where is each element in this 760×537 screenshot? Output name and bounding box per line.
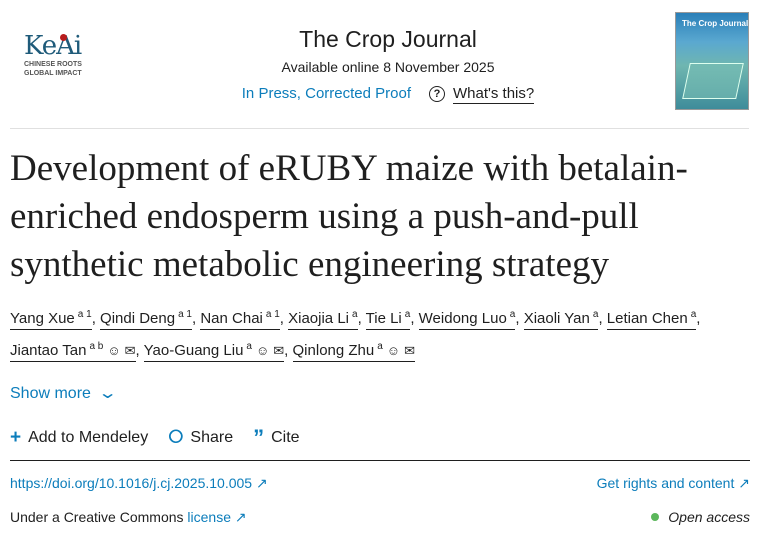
author-affiliation: a b	[89, 341, 104, 352]
author-name: Yao-Guang Liu	[143, 342, 244, 359]
keai-logo[interactable]: KeAi CHINESE ROOTS GLOBAL IMPACT	[24, 32, 94, 78]
question-icon: ?	[429, 86, 445, 103]
rights-link[interactable]: Get rights and content ↗	[597, 474, 750, 492]
author-link[interactable]: Letian Chen a	[606, 309, 697, 330]
doi-row: https://doi.org/10.1016/j.cj.2025.10.005…	[10, 474, 750, 492]
email-icon: ✉	[404, 343, 415, 358]
rights-text: Get rights and content	[596, 475, 735, 491]
separator: ,	[696, 310, 701, 327]
journal-header: The Crop Journal Available online 8 Nove…	[200, 24, 576, 104]
journal-cover-image[interactable]: The Crop Journal	[675, 12, 749, 110]
mendeley-label: Add to Mendeley	[28, 429, 149, 446]
author-name: Weidong Luo	[418, 310, 507, 327]
author-link[interactable]: Yao-Guang Liu a ☺ ✉	[143, 341, 285, 362]
person-icon: ☺	[107, 343, 121, 358]
license-prefix: Under a Creative Commons	[10, 509, 184, 525]
cite-button[interactable]: ” Cite	[253, 427, 299, 449]
author-link[interactable]: Xiaojia Li a	[288, 309, 358, 330]
whats-this-label: What's this?	[453, 85, 535, 104]
author-affiliation: a	[404, 309, 411, 320]
divider	[10, 128, 749, 129]
logo-tagline-2: GLOBAL IMPACT	[24, 70, 82, 77]
open-access-badge: Open access	[651, 508, 750, 526]
author-affiliation: a	[592, 309, 599, 320]
article-status-link[interactable]: In Press, Corrected Proof	[241, 85, 411, 102]
author-link[interactable]: Weidong Luo a	[418, 309, 516, 330]
author-list: Yang Xue a 1, Qindi Deng a 1, Nan Chai a 1,…	[10, 301, 750, 365]
author-link[interactable]: Qindi Deng a 1	[100, 309, 192, 330]
author-affiliation: a 1	[265, 309, 280, 320]
show-more-label: Show more	[10, 385, 91, 402]
whats-this-button[interactable]: ? What's this?	[429, 84, 535, 104]
article-header: Development of eRUBY maize with betalain…	[10, 145, 750, 526]
author-name: Xiaoli Yan	[523, 310, 590, 327]
author-affiliation: a	[377, 341, 383, 352]
separator: ,	[191, 310, 201, 327]
author-link[interactable]: Nan Chai a 1	[200, 309, 280, 330]
show-more-button[interactable]: Show more ⌄	[10, 383, 750, 405]
external-link-icon: ↗	[234, 509, 247, 525]
person-icon: ☺	[386, 343, 401, 358]
journal-title[interactable]: The Crop Journal	[299, 26, 477, 52]
article-title: Development of eRUBY maize with betalain…	[10, 148, 688, 285]
open-access-dot-icon	[651, 513, 660, 521]
separator: ,	[598, 310, 607, 327]
author-name: Qinlong Zhu	[292, 342, 375, 359]
doi-link[interactable]: https://doi.org/10.1016/j.cj.2025.10.005…	[10, 474, 268, 492]
license-link[interactable]: license ↗	[187, 509, 246, 525]
separator: ,	[410, 310, 419, 327]
author-link[interactable]: Yang Xue a 1	[10, 309, 92, 330]
author-link[interactable]: Jiantao Tan a b ☺ ✉	[10, 341, 136, 362]
separator: ,	[91, 310, 101, 327]
cover-title: The Crop Journal	[682, 19, 749, 28]
author-name: Yang Xue	[10, 310, 75, 327]
quote-icon: ”	[253, 425, 265, 450]
license-info: Under a Creative Commons license ↗	[10, 508, 247, 526]
email-icon: ✉	[124, 343, 136, 358]
separator: ,	[357, 310, 366, 327]
author-affiliation: a	[352, 309, 358, 320]
external-link-icon: ↗	[738, 475, 750, 491]
share-label: Share	[190, 429, 234, 446]
external-link-icon: ↗	[255, 475, 268, 491]
chevron-down-icon: ⌄	[98, 385, 119, 402]
author-name: Xiaojia Li	[288, 310, 349, 327]
cover-illustration	[682, 63, 744, 99]
share-button[interactable]: ⭘ Share	[168, 427, 233, 449]
author-affiliation: a	[690, 309, 697, 320]
open-access-label: Open access	[668, 509, 750, 525]
author-name: Jiantao Tan	[10, 342, 87, 359]
author-name: Tie Li	[365, 310, 402, 327]
divider	[10, 460, 750, 461]
separator: ,	[284, 342, 293, 359]
article-actions: + Add to Mendeley ⭘ Share ” Cite	[10, 427, 750, 449]
logo-dot	[60, 34, 67, 41]
separator: ,	[135, 342, 144, 359]
plus-icon: +	[10, 427, 22, 448]
author-link[interactable]: Tie Li a	[365, 309, 411, 330]
author-name: Qindi Deng	[100, 310, 176, 327]
license-link-text: license	[187, 509, 231, 525]
logo-tagline-1: CHINESE ROOTS	[24, 61, 82, 68]
email-icon: ✉	[273, 343, 285, 358]
add-to-mendeley-button[interactable]: + Add to Mendeley	[10, 427, 148, 449]
author-link[interactable]: Qinlong Zhu a ☺ ✉	[292, 341, 415, 362]
doi-text: https://doi.org/10.1016/j.cj.2025.10.005	[10, 475, 253, 491]
license-row: Under a Creative Commons license ↗ Open …	[10, 508, 750, 526]
person-icon: ☺	[255, 343, 270, 358]
author-affiliation: a 1	[77, 309, 92, 320]
separator: ,	[279, 310, 289, 327]
separator: ,	[515, 310, 524, 327]
available-online: Available online 8 November 2025	[281, 59, 495, 75]
author-link[interactable]: Xiaoli Yan a	[523, 309, 599, 330]
logo-text: KeAi	[24, 31, 82, 61]
author-affiliation: a 1	[178, 309, 192, 320]
author-affiliation: a	[509, 309, 516, 320]
author-affiliation: a	[246, 341, 252, 352]
share-icon: ⭘	[168, 427, 184, 448]
author-name: Letian Chen	[606, 310, 688, 327]
author-name: Nan Chai	[200, 310, 263, 327]
cite-label: Cite	[271, 429, 300, 446]
